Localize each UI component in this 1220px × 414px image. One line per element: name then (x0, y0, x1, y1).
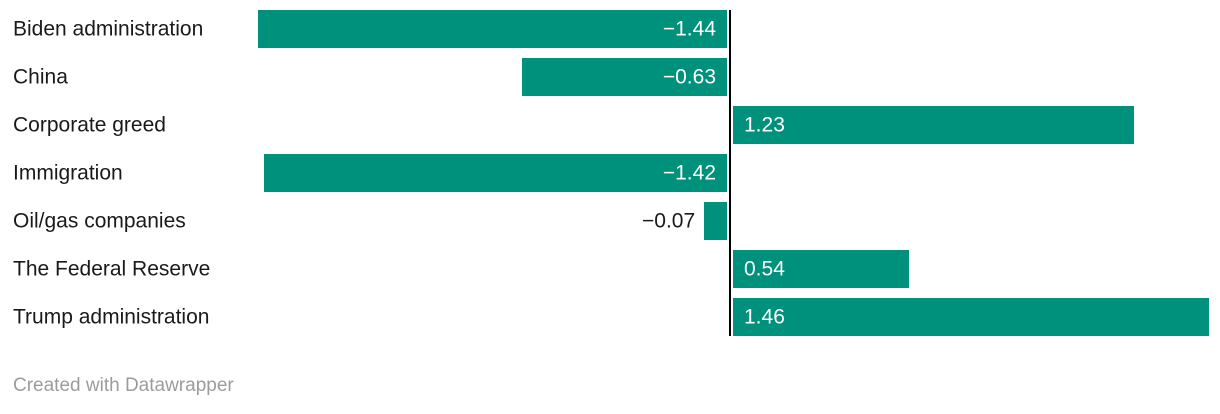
value-label: 0.54 (744, 257, 785, 281)
value-label: 1.23 (744, 113, 785, 137)
chart-row: The Federal Reserve 0.54 (0, 250, 1220, 288)
category-label: Biden administration (13, 17, 204, 41)
bar (704, 202, 727, 240)
chart-row: Immigration −1.42 (0, 154, 1220, 192)
zero-axis-line (729, 10, 731, 336)
category-label: The Federal Reserve (13, 257, 211, 281)
bar (264, 154, 727, 192)
category-label: Trump administration (13, 305, 210, 329)
value-label: −0.07 (642, 209, 696, 233)
bar (521, 58, 727, 96)
chart-row: China −0.63 (0, 58, 1220, 96)
bar (257, 10, 727, 48)
chart-row: Oil/gas companies −0.07 (0, 202, 1220, 240)
bar (733, 250, 910, 288)
category-label: Corporate greed (13, 113, 166, 137)
category-label: China (13, 65, 68, 89)
value-label: 1.46 (744, 305, 785, 329)
category-label: Immigration (13, 161, 123, 185)
value-label: −1.44 (662, 17, 716, 41)
value-label: −0.63 (662, 65, 716, 89)
chart-row: Biden administration −1.44 (0, 10, 1220, 48)
datawrapper-attribution: Created with Datawrapper (13, 375, 234, 396)
bar (733, 106, 1134, 144)
chart-row: Corporate greed 1.23 (0, 106, 1220, 144)
category-label: Oil/gas companies (13, 209, 186, 233)
bar (733, 298, 1209, 336)
chart-row: Trump administration 1.46 (0, 298, 1220, 336)
value-label: −1.42 (662, 161, 716, 185)
